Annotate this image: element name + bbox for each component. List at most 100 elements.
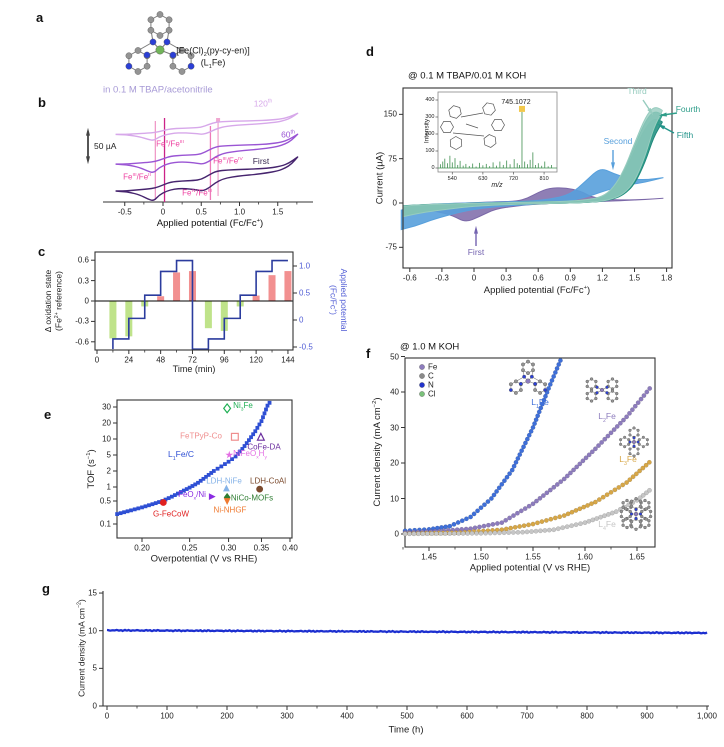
d-xtick-label: -0.6 (402, 273, 417, 283)
d-yaxis-title: Current (µA) (374, 151, 386, 205)
c-xtick-label: 144 (281, 355, 295, 365)
e-main-series-label: L1Fe/C (167, 449, 195, 462)
e-reference-label: Ni-NHGF (213, 505, 247, 515)
d-inset-xtick: 630 (478, 175, 488, 182)
d-cycle-label: First (467, 247, 485, 258)
d-cycle-label: Fifth (676, 130, 694, 141)
c-ytick-left: 0 (84, 296, 89, 306)
g-xtick-label: 500 (400, 711, 414, 721)
g-xtick-label: 800 (580, 711, 594, 721)
g-xtick-label: 200 (220, 711, 234, 721)
b-redox-label: FeII/FeIII (156, 139, 184, 149)
f-xtick-label: 1.65 (629, 552, 645, 562)
d-inset-ytick: 200 (425, 130, 435, 137)
b-redox-label: FeIII/FeII (123, 172, 151, 182)
g-xtick-label: 1,000 (696, 711, 718, 721)
f-series-label: L1Fe (531, 397, 549, 410)
d-inset-ytick: 300 (425, 113, 435, 120)
c-xtick-label: 0 (94, 355, 100, 365)
g-xtick-label: 900 (640, 711, 654, 721)
panel-f-letter: f (366, 346, 371, 361)
e-reference-label: LDH-NiFe (206, 476, 242, 486)
g-xtick-label: 300 (280, 711, 294, 721)
d-inset-xaxis-title: m/z (491, 181, 503, 189)
d-xtick-label: 0 (471, 273, 477, 283)
f-series-label: L2Fe (598, 411, 616, 424)
d-inset-xtick: 720 (508, 175, 519, 182)
e-reference-label: CoFe-DA (247, 442, 281, 452)
e-ytick-label: 1 (106, 482, 111, 492)
g-yaxis-title: Current density (mA cm−2) (76, 599, 87, 697)
panel-g-letter: g (42, 581, 50, 596)
b-curve-label: 120th (253, 98, 273, 109)
f-xtick-label: 1.50 (473, 552, 489, 562)
g-ytick-label: 0 (92, 701, 97, 711)
c-xtick-label: 24 (124, 355, 134, 365)
f-xaxis-title: Applied potential (V vs RHE) (469, 562, 591, 574)
f-xtick-label: 1.55 (525, 552, 541, 562)
f-ytick-label: 30 (390, 422, 399, 432)
e-yaxis-title: TOF (s−1) (85, 449, 98, 489)
g-xaxis-title: Time (h) (388, 724, 424, 736)
e-ytick-label: 0.5 (99, 496, 111, 506)
panel-d-letter: d (366, 44, 374, 59)
e-xtick-label: 0.25 (181, 543, 198, 553)
c-ytick-left: 0.3 (77, 276, 89, 285)
d-inset-yaxis-title: Intensity (423, 118, 431, 144)
e-reference-label: G-FeCoW (153, 509, 189, 519)
e-ytick-label: 30 (102, 402, 111, 412)
e-reference-label: LDH-CoAl (249, 476, 287, 486)
g-ytick-label: 15 (88, 588, 97, 598)
b-title: in 0.1 M TBAP/acetonitrile (103, 84, 213, 96)
b-xtick-label: -0.5 (117, 207, 132, 217)
panel-b-letter: b (38, 95, 46, 110)
g-xtick-label: 0 (104, 711, 110, 721)
c-ytick-right: 0 (299, 315, 304, 325)
e-xtick-label: 0.30 (220, 543, 237, 553)
g-ytick-label: 10 (88, 626, 97, 636)
e-ytick-label: 10 (102, 434, 111, 444)
f-legend-label: N (428, 380, 434, 390)
d-ytick-label: 150 (383, 109, 397, 119)
d-cycle-label: Third (627, 86, 647, 97)
e-reference-label: FeOx/Ni (178, 489, 206, 502)
f-ytick-label: 40 (390, 387, 399, 397)
e-ytick-label: 5 (106, 450, 111, 460)
f-ytick-label: 10 (390, 493, 399, 503)
d-xtick-label: 0.6 (532, 273, 544, 283)
d-title: @ 0.1 M TBAP/0.01 M KOH (408, 70, 527, 82)
d-inset-xtick: 810 (539, 175, 549, 182)
b-redox-label: FeIII/FeIV (213, 156, 243, 166)
f-xtick-label: 1.45 (421, 552, 437, 562)
g-xtick-label: 400 (340, 711, 354, 721)
e-ytick-label: 2 (106, 466, 111, 476)
c-ytick-left: -0.3 (75, 316, 89, 326)
b-xtick-label: 0 (160, 207, 166, 217)
f-xtick-label: 1.60 (577, 552, 593, 562)
c-xtick-label: 120 (249, 355, 263, 365)
d-ytick-label: 75 (388, 154, 397, 164)
e-xtick-label: 0.40 (282, 543, 298, 553)
compound-abbreviation: (L1Fe) (200, 57, 226, 71)
f-ytick-label: 20 (390, 458, 399, 468)
e-reference-label: FeTPyP-Co (180, 431, 222, 441)
b-xtick-label: 0.5 (195, 207, 207, 217)
f-legend-label: Fe (428, 362, 438, 372)
e-xaxis-title: Overpotential (V vs RHE) (150, 553, 258, 565)
g-xtick-label: 700 (520, 711, 534, 721)
g-ytick-label: 5 (92, 663, 97, 673)
b-xtick-label: 1.5 (272, 207, 284, 217)
panel-c-letter: c (38, 244, 46, 259)
f-title: @ 1.0 M KOH (400, 341, 460, 353)
b-curve-label: 60th (281, 129, 295, 140)
c-ytick-right: 1.0 (299, 261, 311, 271)
g-xtick-label: 100 (160, 711, 174, 721)
c-xtick-label: 72 (188, 355, 197, 365)
